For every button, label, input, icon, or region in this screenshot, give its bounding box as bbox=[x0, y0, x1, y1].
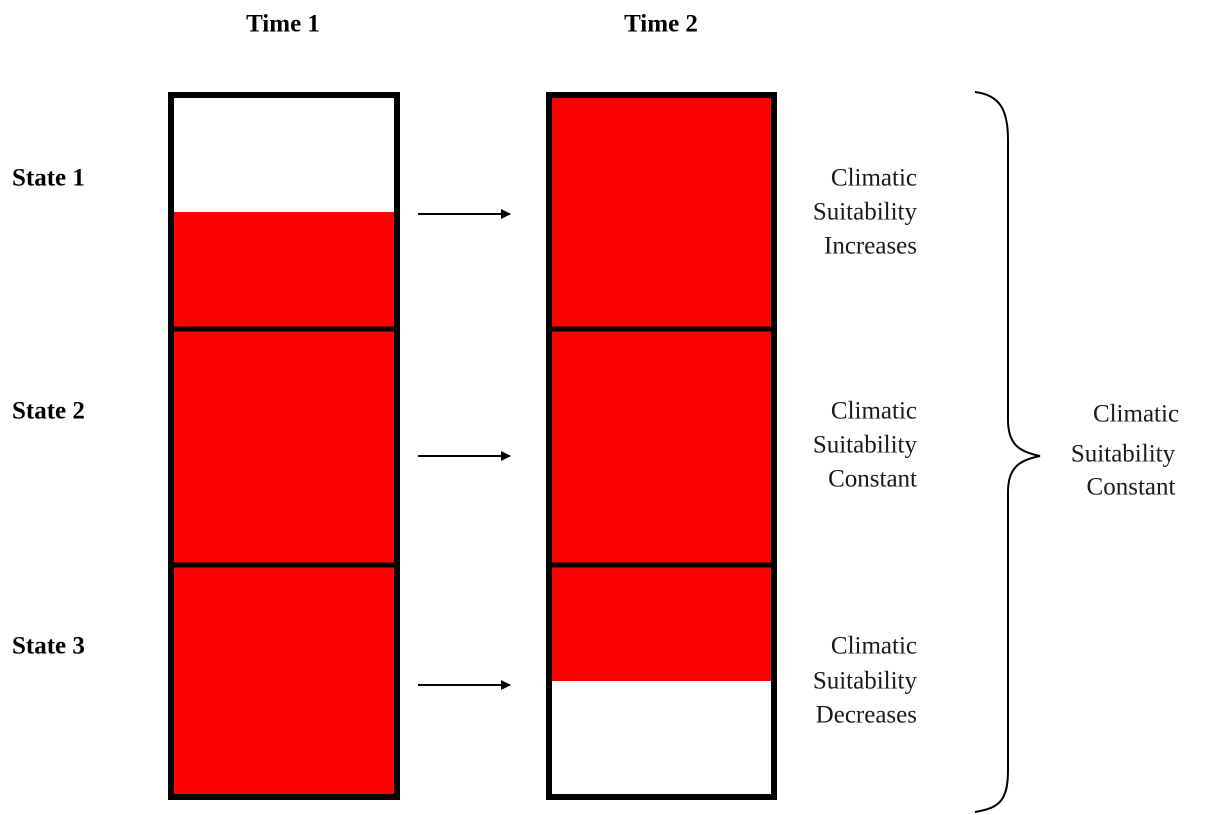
time-1-column bbox=[168, 92, 400, 800]
brace-label-line: Climatic bbox=[1093, 401, 1179, 428]
description-line: Suitability bbox=[813, 199, 918, 226]
column-header: Time 1 bbox=[246, 11, 320, 38]
brace-label-line: Suitability bbox=[1071, 441, 1176, 468]
description-line: Increases bbox=[824, 233, 917, 260]
row-label: State 1 bbox=[12, 165, 85, 192]
suitable-area bbox=[549, 95, 774, 681]
description-line: Decreases bbox=[816, 702, 917, 729]
column-frame bbox=[168, 92, 400, 800]
empty-area bbox=[549, 681, 774, 797]
description-line: Suitability bbox=[813, 432, 918, 459]
empty-area bbox=[171, 95, 397, 212]
description-line: Climatic bbox=[831, 398, 917, 425]
description-line: Climatic bbox=[831, 165, 917, 192]
suitable-area bbox=[171, 212, 397, 797]
row-label: State 3 bbox=[12, 633, 85, 660]
brace bbox=[974, 91, 1041, 813]
time-2-column bbox=[546, 92, 777, 800]
column-header: Time 2 bbox=[624, 11, 698, 38]
description-line: Suitability bbox=[813, 668, 918, 695]
description-line: Climatic bbox=[831, 633, 917, 660]
row-label: State 2 bbox=[12, 398, 85, 425]
brace-label-line: Constant bbox=[1087, 474, 1176, 501]
description-line: Constant bbox=[828, 466, 917, 493]
column-frame bbox=[546, 92, 777, 800]
